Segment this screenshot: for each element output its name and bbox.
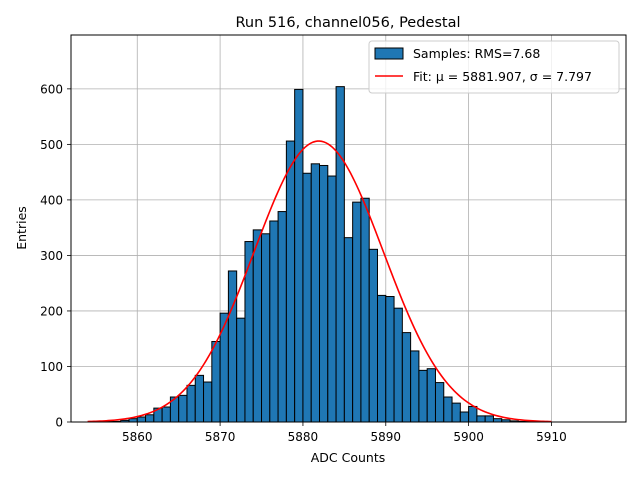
histogram-bar bbox=[385, 296, 395, 423]
histogram-bar bbox=[476, 415, 486, 423]
y-tick-label: 500 bbox=[40, 138, 63, 152]
x-tick-label: 5880 bbox=[288, 430, 319, 444]
histogram-bar bbox=[443, 396, 453, 423]
histogram-bar bbox=[203, 381, 213, 423]
gaussian-fit-curve bbox=[87, 140, 552, 423]
histogram-bar bbox=[178, 394, 188, 423]
plot-frame bbox=[70, 34, 627, 423]
histogram-bar bbox=[302, 172, 312, 423]
x-tick-label: 5860 bbox=[122, 430, 153, 444]
legend-bar-label: Samples: RMS=7.68 bbox=[413, 46, 540, 61]
x-tick-label: 5870 bbox=[205, 430, 236, 444]
y-tick-label: 0 bbox=[55, 416, 63, 430]
histogram-bar bbox=[343, 237, 354, 423]
y-axis-label: Entries bbox=[14, 206, 29, 250]
histogram-bar bbox=[393, 307, 403, 423]
legend-box bbox=[368, 40, 620, 94]
histogram-bar bbox=[376, 294, 387, 423]
histogram-bar bbox=[484, 415, 494, 423]
histogram-bar bbox=[352, 201, 362, 423]
x-tick-label: 5910 bbox=[536, 430, 567, 444]
y-tick-label: 100 bbox=[40, 360, 63, 374]
histogram-bars bbox=[103, 86, 536, 423]
histogram-bar bbox=[285, 140, 296, 423]
y-tick-label: 400 bbox=[40, 193, 63, 207]
histogram-bar bbox=[434, 382, 445, 423]
histogram-bar bbox=[310, 163, 321, 423]
y-axis-ticks: 0 100 200 300 400 500 600 bbox=[40, 82, 71, 430]
histogram-bar bbox=[236, 317, 246, 423]
y-tick-label: 600 bbox=[40, 82, 63, 96]
legend-bar-swatch bbox=[374, 47, 404, 60]
histogram-bar bbox=[319, 164, 329, 423]
histogram-bar bbox=[194, 374, 205, 423]
chart-title: Run 516, channel056, Pedestal bbox=[235, 15, 460, 31]
x-axis-label: ADC Counts bbox=[311, 450, 386, 465]
y-tick-label: 300 bbox=[40, 249, 63, 263]
histogram-bar bbox=[244, 241, 254, 423]
legend-fit-label: Fit: μ = 5881.907, σ = 7.797 bbox=[413, 69, 592, 84]
y-tick-label: 200 bbox=[40, 304, 63, 318]
histogram-bar bbox=[186, 384, 196, 423]
histogram-bar bbox=[418, 369, 428, 423]
histogram-bar bbox=[451, 402, 461, 423]
histogram-bar bbox=[426, 368, 436, 423]
x-tick-label: 5890 bbox=[371, 430, 402, 444]
histogram-bar bbox=[136, 416, 147, 423]
histogram-bar bbox=[261, 233, 271, 423]
legend: Samples: RMS=7.68 Fit: μ = 5881.907, σ =… bbox=[368, 40, 620, 94]
histogram-bar bbox=[161, 406, 171, 423]
histogram-bar bbox=[360, 197, 370, 423]
histogram-bar bbox=[227, 270, 238, 423]
histogram-bar bbox=[294, 88, 304, 423]
histogram-bar bbox=[410, 350, 420, 423]
histogram-bar bbox=[277, 211, 287, 423]
histogram-bar bbox=[269, 220, 279, 423]
histogram-bar bbox=[335, 86, 345, 423]
histogram-bar bbox=[145, 414, 155, 423]
histogram-bar bbox=[252, 229, 263, 423]
x-tick-label: 5900 bbox=[453, 430, 484, 444]
histogram-bar bbox=[368, 248, 378, 423]
histogram-bar bbox=[211, 340, 221, 423]
x-axis-ticks: 5860 5870 5880 5890 5900 5910 bbox=[122, 422, 567, 444]
histogram-bar bbox=[401, 332, 412, 423]
histogram-bar bbox=[219, 312, 229, 423]
histogram-bar bbox=[459, 411, 470, 423]
histogram-bar bbox=[468, 405, 478, 423]
histogram-bar bbox=[327, 175, 337, 423]
